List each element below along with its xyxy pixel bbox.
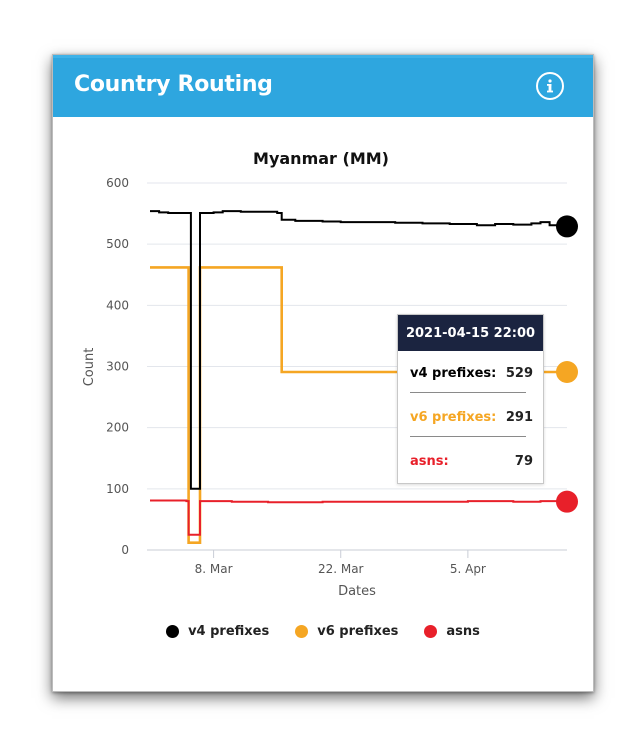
y-axis-ticks: 0 100 200 300 400 500 600 bbox=[106, 176, 129, 557]
legend-item-asns[interactable]: asns bbox=[424, 624, 480, 639]
grid-lines bbox=[147, 182, 567, 551]
tooltip-v4-value: 529 bbox=[505, 365, 533, 381]
legend-marker-v6 bbox=[295, 624, 309, 638]
card-header: Country Routing bbox=[53, 55, 593, 117]
chart-legend: v4 prefixes v6 prefixes asns bbox=[53, 619, 593, 643]
series-end-marker-v4 bbox=[556, 215, 578, 238]
legend-item-v6[interactable]: v6 prefixes bbox=[295, 624, 398, 639]
tooltip-asns-label: asns: bbox=[410, 453, 449, 469]
legend-item-v4[interactable]: v4 prefixes bbox=[166, 624, 269, 639]
legend-marker-asns bbox=[424, 624, 438, 638]
y-tick-label: 100 bbox=[106, 482, 129, 496]
tooltip-row-v4: v4 prefixes: 529 bbox=[410, 363, 533, 383]
series-line-asns bbox=[150, 499, 568, 536]
tooltip-asns-value: 79 bbox=[514, 453, 533, 469]
y-tick-label: 500 bbox=[106, 237, 129, 251]
legend-label-v4: v4 prefixes bbox=[188, 623, 270, 639]
card-title: Country Routing bbox=[74, 72, 273, 97]
country-routing-card: Country Routing Myanmar (MM) 0 100 200 300 4… bbox=[52, 54, 594, 692]
y-tick-label: 200 bbox=[106, 421, 129, 435]
x-tick-label: 22. Mar bbox=[318, 562, 364, 576]
routing-chart: Myanmar (MM) 0 100 200 300 400 500 600 8. Mar 2… bbox=[82, 149, 578, 599]
x-tick-label: 5. Apr bbox=[450, 562, 486, 576]
legend-marker-v4 bbox=[166, 624, 180, 638]
series-line-v4 bbox=[150, 210, 568, 490]
chart-tooltip: 2021-04-15 22:00 v4 prefixes: 529 v6 pre… bbox=[397, 314, 544, 484]
legend-label-asns: asns bbox=[446, 623, 480, 639]
tooltip-v6-value: 291 bbox=[505, 409, 533, 425]
y-tick-label: 600 bbox=[106, 176, 129, 190]
x-axis-ticks: 8. Mar 22. Mar 5. Apr bbox=[195, 550, 486, 576]
x-tick-label: 8. Mar bbox=[195, 562, 233, 576]
y-tick-label: 300 bbox=[106, 360, 129, 374]
tooltip-v6-label: v6 prefixes: bbox=[410, 409, 497, 425]
tooltip-row-asns: asns: 79 bbox=[410, 451, 533, 471]
tooltip-v4-label: v4 prefixes: bbox=[410, 365, 497, 381]
series-end-markers bbox=[556, 215, 578, 513]
series-end-marker-asns bbox=[556, 490, 578, 513]
x-axis-label: Dates bbox=[338, 584, 376, 599]
tooltip-separator bbox=[410, 436, 526, 437]
tooltip-separator bbox=[410, 392, 526, 393]
info-icon[interactable] bbox=[536, 72, 564, 100]
legend-label-v6: v6 prefixes bbox=[317, 623, 399, 639]
tooltip-row-v6: v6 prefixes: 291 bbox=[410, 407, 533, 427]
y-axis-label: Count bbox=[82, 348, 97, 387]
series-end-marker-v6 bbox=[556, 361, 578, 384]
y-tick-label: 400 bbox=[106, 298, 129, 312]
tooltip-date: 2021-04-15 22:00 bbox=[398, 315, 543, 351]
chart-title: Myanmar (MM) bbox=[253, 149, 389, 168]
series-lines bbox=[150, 210, 568, 544]
y-tick-label: 0 bbox=[121, 543, 129, 557]
